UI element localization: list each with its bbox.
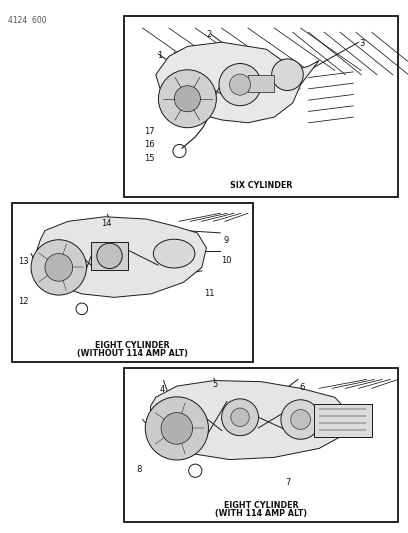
Circle shape [158, 70, 216, 128]
Circle shape [222, 399, 259, 435]
Bar [314, 404, 372, 437]
Ellipse shape [153, 239, 195, 268]
Circle shape [230, 74, 251, 95]
Circle shape [174, 86, 200, 112]
Text: 4124  600: 4124 600 [8, 16, 47, 25]
Circle shape [291, 410, 310, 430]
Text: (WITHOUT 114 AMP ALT): (WITHOUT 114 AMP ALT) [77, 350, 188, 358]
Text: 6: 6 [299, 383, 305, 392]
Text: 14: 14 [101, 219, 111, 228]
Circle shape [45, 254, 73, 281]
Text: 3: 3 [359, 39, 365, 47]
Text: 1: 1 [157, 51, 163, 60]
Bar [12, 203, 253, 362]
Circle shape [161, 413, 193, 444]
Text: 9: 9 [224, 237, 229, 245]
Circle shape [281, 400, 320, 439]
Text: (WITH 114 AMP ALT): (WITH 114 AMP ALT) [215, 510, 307, 518]
Text: 7: 7 [286, 478, 291, 487]
Text: 17: 17 [144, 127, 154, 136]
Text: 5: 5 [212, 380, 217, 389]
Circle shape [219, 63, 261, 106]
Polygon shape [156, 42, 319, 123]
Text: EIGHT CYLINDER: EIGHT CYLINDER [95, 342, 170, 350]
Text: 2: 2 [206, 30, 212, 38]
Circle shape [145, 397, 208, 460]
Text: 10: 10 [221, 256, 232, 264]
Text: 8: 8 [137, 465, 142, 474]
Text: 15: 15 [144, 154, 154, 163]
Bar [124, 16, 398, 197]
Bar [124, 368, 398, 522]
Text: EIGHT CYLINDER: EIGHT CYLINDER [224, 502, 298, 510]
Text: 11: 11 [204, 289, 215, 298]
Text: 13: 13 [18, 257, 29, 266]
Text: SIX CYLINDER: SIX CYLINDER [230, 181, 292, 190]
Circle shape [31, 240, 86, 295]
Bar [248, 75, 274, 92]
Bar [91, 242, 128, 270]
Circle shape [272, 59, 303, 91]
Circle shape [97, 243, 122, 269]
Text: 16: 16 [144, 140, 154, 149]
Polygon shape [35, 217, 206, 297]
Text: 12: 12 [18, 297, 28, 306]
Polygon shape [151, 381, 350, 459]
Text: 4: 4 [160, 385, 165, 394]
Circle shape [231, 408, 249, 426]
